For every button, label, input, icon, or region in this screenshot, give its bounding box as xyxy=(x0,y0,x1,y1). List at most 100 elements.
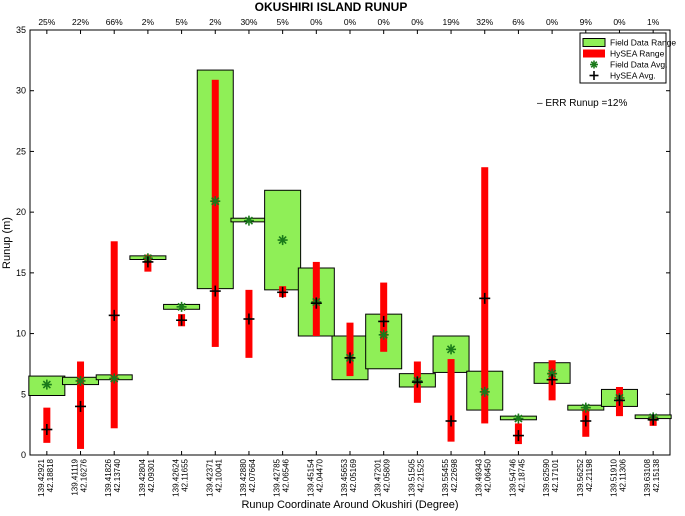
hysea-range-bar xyxy=(447,359,455,442)
x-tick-label-lat: 42.10041 xyxy=(214,458,223,492)
hysea-avg-marker xyxy=(479,292,491,304)
hysea-avg-marker xyxy=(647,414,659,426)
hysea-avg-marker xyxy=(613,394,625,406)
field-avg-marker xyxy=(446,344,457,355)
y-tick-label: 25 xyxy=(16,146,26,156)
x-tick-label-lat: 42.11655 xyxy=(181,458,190,491)
y-tick-label: 5 xyxy=(21,389,26,399)
hysea-range-bar xyxy=(346,322,354,377)
hysea-avg-marker xyxy=(580,415,592,427)
x-tick-label-lat: 42.22698 xyxy=(450,458,459,492)
hysea-avg-marker xyxy=(108,309,120,321)
field-avg-marker xyxy=(109,373,120,384)
legend-label: Field Data Range xyxy=(610,38,676,48)
hysea-avg-marker xyxy=(546,374,558,386)
x-tick-label-lon: 139.54746 xyxy=(508,458,517,496)
error-percent-label: 0% xyxy=(411,17,424,27)
hysea-range-bar xyxy=(211,79,219,347)
error-percent-label: 0% xyxy=(310,17,323,27)
x-tick-label-lon: 139.41826 xyxy=(104,458,113,496)
hysea-avg-marker xyxy=(512,430,524,442)
err-annotation: – ERR Runup =12% xyxy=(537,98,627,109)
error-percent-label: 1% xyxy=(647,17,660,27)
hysea-avg-marker xyxy=(75,400,87,412)
x-tick-label-lon: 139.45154 xyxy=(306,458,315,496)
field-avg-marker xyxy=(243,215,254,226)
hysea-avg-marker xyxy=(209,285,221,297)
error-percent-label: 30% xyxy=(240,17,257,27)
data-layer xyxy=(28,69,672,449)
field-avg-marker xyxy=(277,235,288,246)
field-avg-marker xyxy=(41,379,52,390)
error-percent-label: 2% xyxy=(142,17,155,27)
error-percent-row: 25% 22% 66% 2% 5% 2% 30% 5% 0% 0% 0% 0% 19% 32% 6% 0% 9%… xyxy=(38,17,659,27)
hysea-avg-marker xyxy=(142,256,154,268)
x-tick-label-lon: 139.45653 xyxy=(340,458,349,496)
hysea-avg-marker xyxy=(411,376,423,388)
x-tick-label-lon: 139.41119 xyxy=(71,458,80,495)
x-tick-label-lon: 139.42371 xyxy=(205,458,214,496)
chart-title: OKUSHIRI ISLAND RUNUP xyxy=(255,0,408,14)
x-tick-label-lat: 42.09301 xyxy=(147,458,156,492)
x-tick-label-lat: 42.05169 xyxy=(349,458,358,492)
x-tick-label-lon: 139.42785 xyxy=(273,458,282,496)
error-percent-label: 6% xyxy=(512,17,525,27)
error-percent-label: 0% xyxy=(378,17,391,27)
y-tick-label: 30 xyxy=(16,86,26,96)
x-tick-label-lat: 42.06546 xyxy=(282,458,291,492)
error-percent-label: 22% xyxy=(72,17,89,27)
x-tick-label-lon: 139.42624 xyxy=(172,458,181,496)
error-percent-label: 2% xyxy=(209,17,222,27)
x-tick-label-lat: 42.05809 xyxy=(383,458,392,492)
x-tick-label-lon: 139.63108 xyxy=(643,458,652,496)
error-percent-label: 0% xyxy=(613,17,626,27)
x-tick-label-lat: 42.07664 xyxy=(248,458,257,492)
legend-label: HySEA Avg. xyxy=(610,71,656,81)
y-tick-label: 20 xyxy=(16,207,26,217)
field-avg-marker xyxy=(513,413,524,424)
y-axis-label: Runup (m) xyxy=(1,217,13,269)
error-percent-label: 19% xyxy=(443,17,460,27)
x-tick-label-lon: 139.42921 xyxy=(37,458,46,496)
y-tick-label: 10 xyxy=(16,329,26,339)
hysea-avg-marker xyxy=(41,424,53,435)
field-avg-marker xyxy=(378,329,389,340)
error-percent-label: 25% xyxy=(38,17,55,27)
field-avg-marker xyxy=(580,402,591,413)
x-tick-label-lon: 139.56252 xyxy=(576,458,585,496)
x-tick-label-lon: 139.51910 xyxy=(609,458,618,496)
x-tick-label-lat: 42.15138 xyxy=(652,458,661,492)
axes-ticks: 0 5 10 15 20 25 30 35 139.42921 42.18818 139.41119… xyxy=(16,25,670,497)
x-tick-label-lon: 139.49343 xyxy=(475,458,484,496)
x-tick-label-lon: 139.55455 xyxy=(441,458,450,496)
x-tick-label-lat: 42.16276 xyxy=(80,458,89,492)
x-tick-label-lon: 139.51505 xyxy=(407,458,416,496)
error-percent-label: 9% xyxy=(580,17,593,27)
error-percent-label: 0% xyxy=(546,17,559,27)
hysea-range-bar xyxy=(110,241,118,429)
field-avg-marker xyxy=(479,386,490,397)
field-avg-marker xyxy=(210,196,221,207)
x-axis-label: Runup Coordinate Around Okushiri (Degree… xyxy=(241,499,458,511)
y-tick-label: 15 xyxy=(16,268,26,278)
error-percent-label: 32% xyxy=(476,17,493,27)
error-percent-label: 66% xyxy=(106,17,123,27)
hysea-avg-marker xyxy=(378,315,390,327)
x-tick-label-lat: 42.13740 xyxy=(113,458,122,492)
x-tick-label-lon: 139.62590 xyxy=(542,458,551,496)
x-tick-label-lat: 42.11306 xyxy=(618,458,627,491)
legend-field-avg-marker xyxy=(590,60,598,69)
field-avg-marker xyxy=(176,301,187,312)
legend-hysea-swatch xyxy=(583,49,605,58)
x-tick-label-lat: 42.21525 xyxy=(416,458,425,492)
x-tick-label-lat: 42.18818 xyxy=(46,458,55,492)
error-percent-label: 0% xyxy=(344,17,357,27)
x-tick-label-lat: 42.18745 xyxy=(517,458,526,492)
x-tick-label-lon: 139.42880 xyxy=(239,458,248,496)
x-tick-label-lat: 42.06450 xyxy=(484,458,493,492)
x-tick-label-lat: 42.21198 xyxy=(585,458,594,491)
y-tick-label: 0 xyxy=(21,450,26,460)
